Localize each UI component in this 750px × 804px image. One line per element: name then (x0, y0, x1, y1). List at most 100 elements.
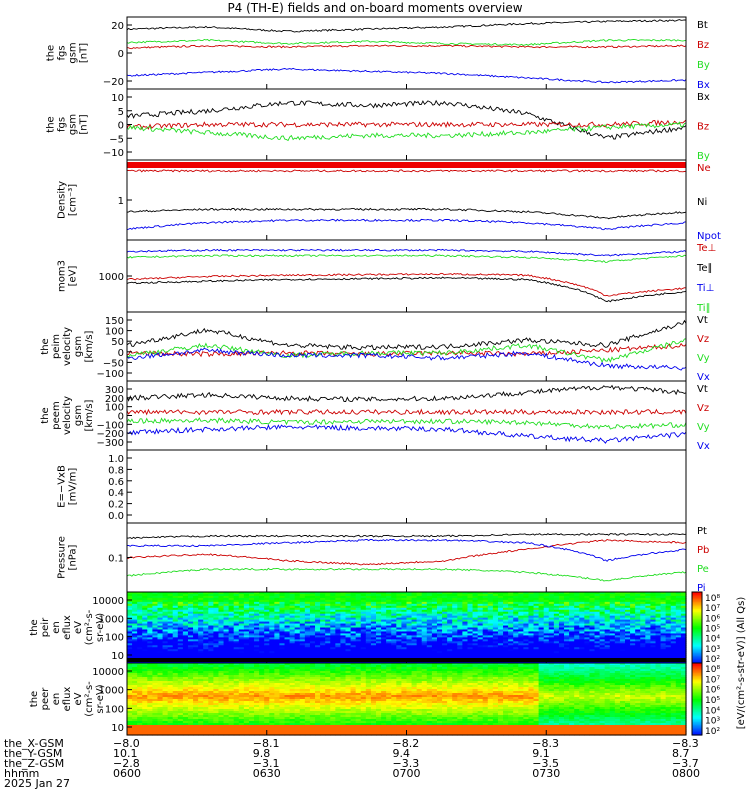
y-tick-label: 1 (118, 196, 124, 207)
y-tick-label: 100 (105, 327, 124, 338)
y-tick-label: −100 (97, 369, 124, 380)
legend-vx: Vx (697, 372, 710, 383)
series-line-vz (127, 410, 686, 415)
legend-bz: Bz (697, 40, 709, 51)
legend-ne: Ne (697, 163, 711, 174)
y-axis-label: [cm⁻³] (68, 184, 79, 216)
y-axis-label: peem (51, 401, 62, 429)
y-tick-label: −50 (103, 358, 124, 369)
y-tick-label: −300 (97, 438, 124, 449)
legend-vy: Vy (697, 422, 710, 433)
y-axis-label: gsm (73, 405, 84, 426)
y-axis-label: Density (57, 181, 68, 219)
y-axis-label: eV (73, 621, 84, 634)
y-axis-label: gsm (68, 114, 79, 135)
y-tick-label: −20 (103, 77, 124, 88)
legend-npot: Npot (697, 231, 721, 242)
plot-title: P4 (TH-E) fields and on-board moments ov… (0, 1, 750, 15)
legend-vt: Vt (697, 315, 708, 326)
panel-peem_velocity (127, 381, 686, 450)
series-line-vx (127, 425, 686, 443)
y-tick-label: 10 (111, 93, 124, 104)
y-axis-label: [nPa] (68, 544, 79, 570)
panel-peir_spectrogram (127, 592, 687, 664)
legend-ni: Ni (697, 197, 707, 208)
y-axis-label: the (46, 45, 57, 61)
y-tick-label: 50 (111, 337, 124, 348)
y-tick-label: 20 (111, 21, 124, 32)
y-axis-label: [km/s] (84, 399, 95, 431)
y-tick-label: 0.8 (108, 465, 124, 476)
y-axis-label: the (40, 407, 51, 423)
y-tick-label: 0.1 (108, 554, 124, 565)
y-axis-label: mom3 (57, 260, 68, 292)
y-axis-label: the (40, 338, 51, 354)
y-tick-label: 0 (118, 49, 124, 60)
y-tick-label: 150 (105, 316, 124, 327)
legend-pb: Pb (697, 545, 709, 556)
y-axis-label: [nT] (79, 43, 90, 63)
series-line-ti (127, 255, 686, 263)
legend-vt: Vt (697, 384, 708, 395)
y-tick-label: 0.4 (108, 488, 124, 499)
series-line-bx (127, 68, 686, 83)
legend-vy: Vy (697, 353, 710, 364)
panel-frame (127, 312, 686, 381)
legend-vz: Vz (697, 403, 709, 414)
ne-band (127, 162, 686, 168)
y-axis-label: [eV] (68, 266, 79, 287)
y-tick-label: 0.0 (108, 511, 124, 522)
series-line-pe (127, 568, 686, 581)
y-tick-label: 0.6 (108, 477, 124, 488)
y-axis-label: the (29, 619, 40, 635)
series-line-ni (127, 208, 686, 218)
legend-te: Te∥ (696, 263, 713, 274)
y-tick-label: 0.2 (108, 500, 124, 511)
series-line-bt (127, 20, 686, 32)
panel-temperature (127, 240, 686, 312)
y-axis-label: [km/s] (84, 330, 95, 362)
legend-ti: Ti∥ (696, 303, 711, 314)
panel-frame (127, 450, 686, 523)
legend-bt: Bt (697, 20, 708, 31)
legend-te: Te⊥ (696, 243, 716, 254)
panel-peim_velocity (127, 312, 686, 381)
y-tick-label: −10 (103, 148, 124, 159)
y-axis-label: eflux (62, 615, 73, 640)
series-line-pb (127, 540, 686, 565)
series-line-ne (127, 170, 686, 172)
y-axis-label: sr-eV) (95, 613, 106, 642)
y-tick-label: 100 (105, 633, 124, 644)
panel-density (127, 160, 686, 240)
panel-fgs_gsm (127, 17, 686, 89)
series-line-vt (127, 386, 686, 402)
y-tick-label: 0 (118, 348, 124, 359)
legend-bx: Bx (697, 80, 710, 91)
y-axis-label: [nT] (79, 114, 90, 134)
panel-frame (127, 523, 686, 592)
legend-by: By (697, 60, 710, 71)
y-axis-label: fgs (57, 117, 68, 132)
y-tick-label: 10 (111, 651, 124, 662)
y-tick-label: 5 (118, 107, 124, 118)
y-tick-label: 0 (118, 121, 124, 132)
panel-pressure (127, 523, 686, 592)
legend-by: By (697, 151, 710, 162)
panel-e_field (127, 450, 686, 523)
series-line-pi (127, 539, 686, 561)
legend-ti: Ti⊥ (696, 283, 714, 294)
y-axis-label: (cm²-s- (84, 609, 95, 645)
y-axis-label: fgs (57, 45, 68, 60)
legend-bx: Bx (697, 92, 710, 103)
y-tick-label: 10000 (92, 596, 124, 607)
series-line-npot (127, 219, 686, 230)
panel-peer_spectrogram (127, 663, 687, 736)
y-tick-label: 1.0 (108, 454, 124, 465)
y-axis-label: gsm (73, 336, 84, 357)
y-axis-label: the (46, 116, 57, 132)
series-line-by (127, 40, 686, 46)
series-line-vt (127, 321, 686, 350)
y-axis-label: [mV/m] (68, 468, 79, 506)
y-axis-label: en (51, 621, 62, 634)
